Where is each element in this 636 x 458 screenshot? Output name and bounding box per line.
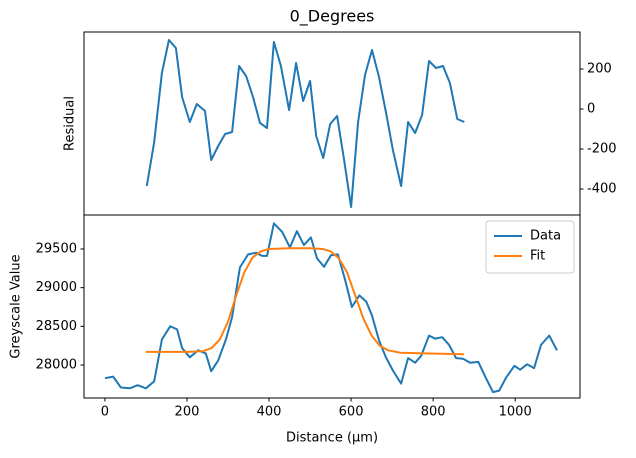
y-tick-label: 29500 [36,241,77,256]
y-tick-label: -200 [587,142,617,157]
axes-frame [83,31,581,216]
axes-frame [83,214,581,399]
plot-area [145,39,465,208]
x-tick-label: 200 [175,405,200,420]
line [145,39,465,208]
legend-box [485,220,575,274]
x-tick-label: 0 [101,405,109,420]
y-tick-label: 28500 [36,319,77,334]
y-tick-label: 200 [587,62,612,77]
x-tick-label: 600 [339,405,364,420]
x-tick-label: 400 [257,405,282,420]
plot-area [104,222,558,394]
legend-label: Fit [530,249,545,264]
x-tick-label: 800 [421,405,446,420]
chart-title: 0_Degrees [290,7,375,27]
y-axis-label: Greyscale Value [9,254,24,358]
x-axis-label: Distance (μm) [286,431,378,446]
y-tick-label: 28000 [36,358,77,373]
y-tick-label: 29000 [36,280,77,295]
x-tick-label: 1000 [499,405,532,420]
y-tick-label: -400 [587,182,617,197]
y-axis-label: Residual [63,96,78,151]
series-line [145,247,464,356]
y-tick-label: 0 [587,102,595,117]
legend-label: Data [530,229,561,244]
